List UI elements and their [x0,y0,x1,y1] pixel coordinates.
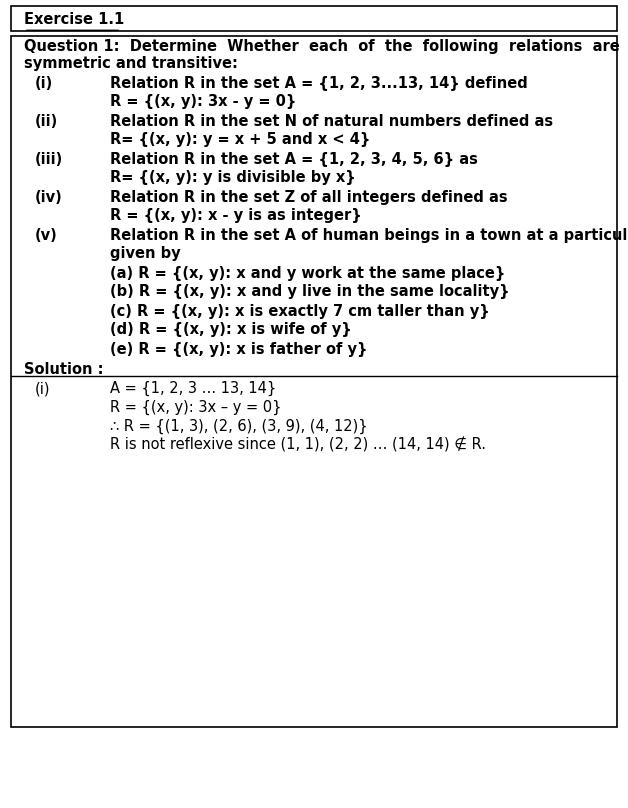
Text: (b) R = {(x, y): x and y live in the same locality}: (b) R = {(x, y): x and y live in the sam… [110,284,509,299]
Text: (e) R = {(x, y): x is father of y}: (e) R = {(x, y): x is father of y} [110,342,367,356]
Text: symmetric and transitive:: symmetric and transitive: [24,57,238,71]
FancyBboxPatch shape [11,36,617,727]
Text: (v): (v) [35,228,57,242]
Text: (i): (i) [35,76,53,90]
Text: (a) R = {(x, y): x and y work at the same place}: (a) R = {(x, y): x and y work at the sam… [110,266,506,280]
Text: (iv): (iv) [35,190,62,204]
Text: Relation R in the set N of natural numbers defined as: Relation R in the set N of natural numbe… [110,114,553,128]
Text: Question 1:  Determine  Whether  each  of  the  following  relations  are  refle: Question 1: Determine Whether each of th… [24,40,628,54]
Text: (c) R = {(x, y): x is exactly 7 cm taller than y}: (c) R = {(x, y): x is exactly 7 cm talle… [110,304,490,318]
Text: ∴ R = {(1, 3), (2, 6), (3, 9), (4, 12)}: ∴ R = {(1, 3), (2, 6), (3, 9), (4, 12)} [110,419,367,434]
Text: Relation R in the set A = {1, 2, 3, 4, 5, 6} as: Relation R in the set A = {1, 2, 3, 4, 5… [110,152,478,166]
Text: Solution :: Solution : [24,362,104,377]
Text: Exercise 1.1: Exercise 1.1 [24,12,124,27]
Text: (ii): (ii) [35,114,58,128]
Text: R = {(x, y): 3x - y = 0}: R = {(x, y): 3x - y = 0} [110,95,296,109]
Text: R= {(x, y): y = x + 5 and x < 4}: R= {(x, y): y = x + 5 and x < 4} [110,133,371,147]
Text: R = {(x, y): 3x – y = 0}: R = {(x, y): 3x – y = 0} [110,400,281,415]
Text: Relation R in the set A of human beings in a town at a particular time: Relation R in the set A of human beings … [110,228,628,242]
Text: (i): (i) [35,381,50,396]
Text: given by: given by [110,246,180,261]
Text: Relation R in the set Z of all integers defined as: Relation R in the set Z of all integers … [110,190,507,204]
Text: Relation R in the set A = {1, 2, 3...13, 14} defined: Relation R in the set A = {1, 2, 3...13,… [110,76,528,90]
Text: R is not reflexive since (1, 1), (2, 2) … (14, 14) ∉ R.: R is not reflexive since (1, 1), (2, 2) … [110,437,486,453]
Text: A = {1, 2, 3 … 13, 14}: A = {1, 2, 3 … 13, 14} [110,381,276,396]
Text: R = {(x, y): x - y is as integer}: R = {(x, y): x - y is as integer} [110,208,362,223]
Text: R= {(x, y): y is divisible by x}: R= {(x, y): y is divisible by x} [110,170,355,185]
Text: (d) R = {(x, y): x is wife of y}: (d) R = {(x, y): x is wife of y} [110,322,352,337]
Text: (iii): (iii) [35,152,63,166]
FancyBboxPatch shape [11,6,617,31]
